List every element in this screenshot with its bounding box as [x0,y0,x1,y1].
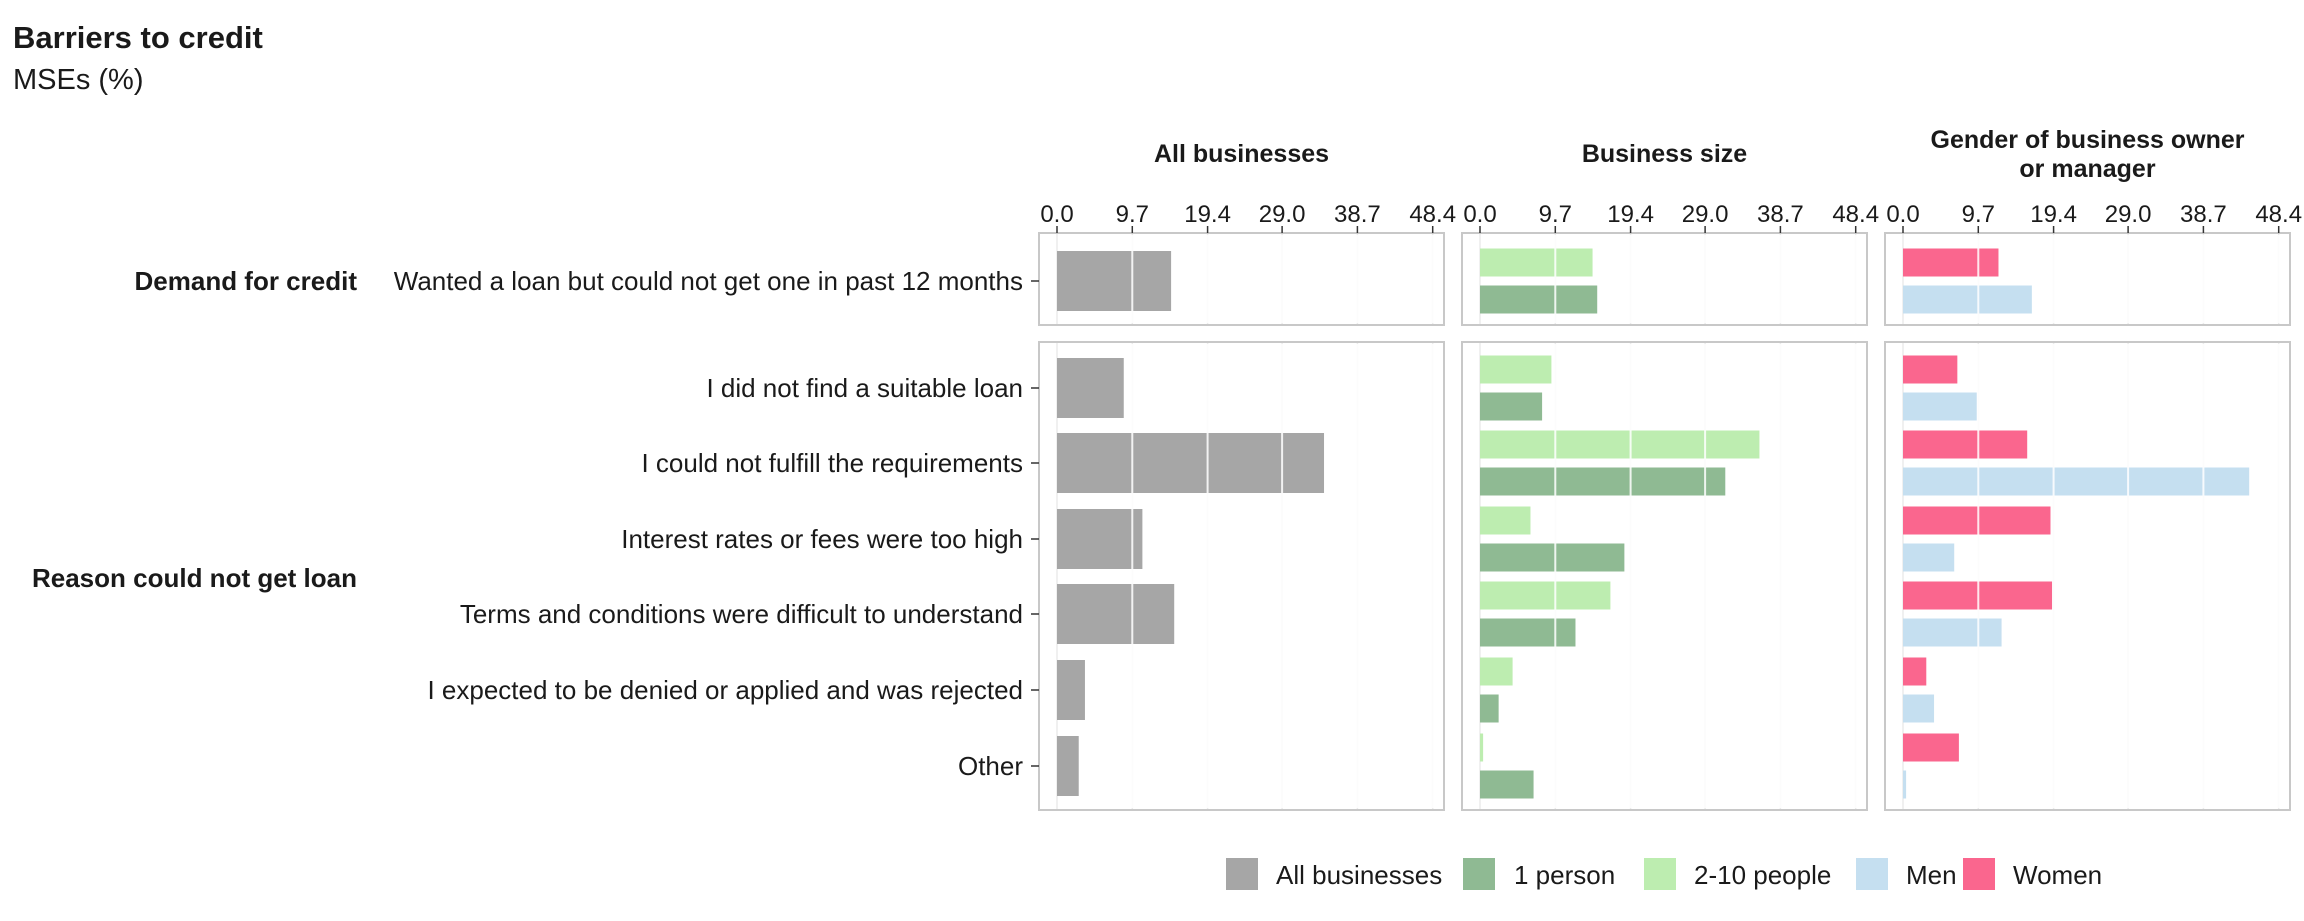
row-label: I did not find a suitable loan [706,373,1023,403]
panel-border [1038,232,1445,326]
x-tick-label: 19.4 [1184,201,1231,228]
x-tick-label: 48.4 [1832,201,1879,228]
bar [1480,543,1625,572]
legend-label: 1 person [1514,860,1615,890]
bar [1480,618,1576,647]
x-tick-label: 29.0 [1682,201,1729,228]
x-tick-label: 38.7 [2180,201,2227,228]
row-label: I could not fulfill the requirements [641,448,1023,478]
chart-title: Barriers to credit [13,20,263,55]
legend-label: All businesses [1276,860,1442,890]
bar [1903,543,1955,572]
bar [1480,248,1593,277]
x-tick-label: 0.0 [1040,201,1073,228]
bar [1903,657,1927,686]
row-label: Wanted a loan but could not get one in p… [394,266,1023,296]
row-label: Other [958,751,1023,781]
x-tick-label: 38.7 [1757,201,1804,228]
bar [1480,770,1534,799]
x-tick-label: 19.4 [1607,201,1654,228]
x-tick-label: 19.4 [2030,201,2077,228]
bar [1057,660,1085,720]
bar [1057,584,1175,644]
panel-title: Gender of business owner [1931,126,2245,154]
legend-key [1644,858,1676,890]
bar [1480,506,1531,535]
legend-key [1856,858,1888,890]
legend-key [1963,858,1995,890]
panel-border [1884,232,2291,326]
bar [1480,430,1760,459]
panel-border [1038,341,1445,811]
bar [1480,694,1499,723]
bar [1057,509,1143,569]
x-tick-label: 9.7 [1116,201,1149,228]
x-tick-label: 29.0 [2105,201,2152,228]
x-tick-label: 0.0 [1886,201,1919,228]
bar [1903,506,2051,535]
row-label: I expected to be denied or applied and w… [427,675,1023,705]
x-tick-label: 9.7 [1962,201,1995,228]
bar [1903,355,1958,384]
bar [1057,358,1124,418]
bar [1480,355,1552,384]
bar [1480,733,1484,762]
bar [1903,467,2250,496]
bar [1903,248,1999,277]
panel-border [1461,232,1868,326]
bar [1480,285,1598,314]
bar [1903,285,2032,314]
bar [1903,694,1935,723]
bar [1903,733,1959,762]
x-tick-label: 0.0 [1463,201,1496,228]
panel-title: Business size [1582,140,1747,168]
x-tick-label: 48.4 [2255,201,2302,228]
bar [1057,433,1325,493]
legend-label: Women [2013,860,2102,890]
bar [1903,392,1977,421]
row-label: Terms and conditions were difficult to u… [460,599,1023,629]
panel-title: or manager [2019,155,2155,183]
bar [1057,736,1079,796]
x-tick-label: 9.7 [1539,201,1572,228]
row-label: Interest rates or fees were too high [621,524,1023,554]
chart-subtitle: MSEs (%) [13,64,144,96]
panel-border [1884,341,2291,811]
bar [1480,657,1513,686]
group-label: Reason could not get loan [32,563,357,593]
bar [1903,770,1907,799]
group-label: Demand for credit [135,266,358,296]
legend-key [1226,858,1258,890]
x-tick-label: 48.4 [1409,201,1456,228]
panel-border [1461,341,1868,811]
panel-title: All businesses [1154,140,1329,168]
bar [1480,392,1543,421]
legend-label: 2-10 people [1694,860,1831,890]
bar [1057,251,1172,311]
bar [1480,467,1726,496]
legend-label: Men [1906,860,1957,890]
bar [1480,581,1611,610]
bar [1903,430,2028,459]
legend-key [1463,858,1495,890]
x-tick-label: 38.7 [1334,201,1381,228]
x-tick-label: 29.0 [1259,201,1306,228]
bar [1903,618,2002,647]
